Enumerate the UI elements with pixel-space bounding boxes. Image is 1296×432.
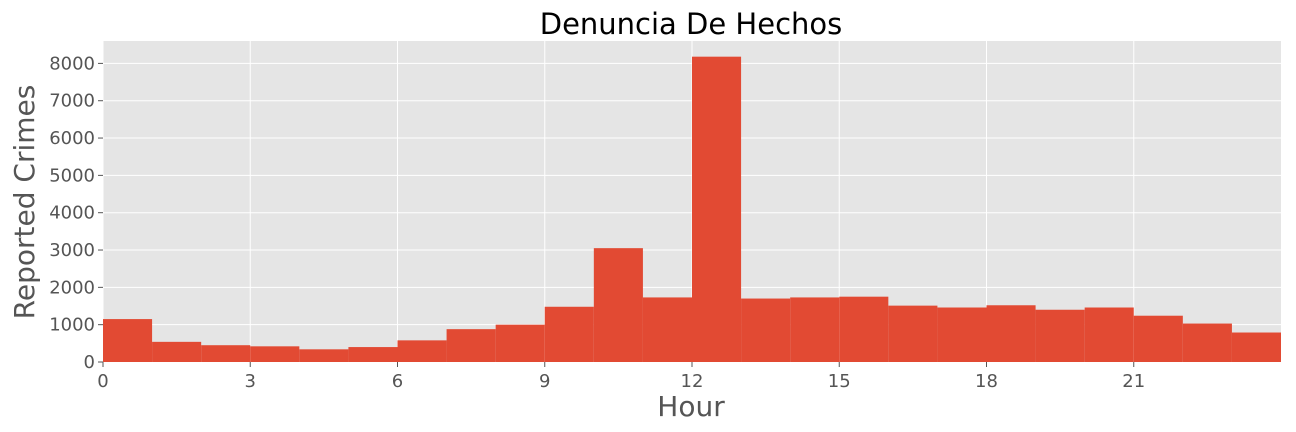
histogram-bar	[544, 306, 594, 362]
histogram-bar	[839, 296, 889, 362]
histogram-bar	[446, 329, 496, 362]
x-axis-label: Hour	[657, 390, 725, 423]
histogram-bar	[348, 347, 398, 362]
x-tick-label: 12	[681, 371, 704, 392]
histogram-bar	[1133, 315, 1183, 362]
y-tick-label: 7000	[49, 91, 95, 112]
histogram-bar	[937, 307, 987, 362]
histogram-bar	[1035, 309, 1085, 362]
y-tick-label: 8000	[49, 53, 95, 74]
x-tick-label: 15	[828, 371, 851, 392]
y-tick-label: 6000	[49, 128, 95, 149]
histogram-bar	[692, 56, 742, 362]
y-tick-label: 3000	[49, 240, 95, 261]
histogram-bar	[741, 298, 791, 362]
x-tick-label: 6	[392, 371, 403, 392]
histogram-bar	[1182, 323, 1232, 362]
histogram-bar	[495, 324, 545, 362]
histogram-bar	[986, 305, 1036, 362]
histogram-bar	[642, 297, 692, 362]
y-tick-label: 2000	[49, 277, 95, 298]
bars	[103, 56, 1281, 362]
x-tick-label: 3	[245, 371, 256, 392]
y-tick-label: 4000	[49, 203, 95, 224]
x-tick-label: 18	[975, 371, 998, 392]
histogram-bar	[250, 346, 300, 362]
y-tick-label: 5000	[49, 165, 95, 186]
histogram-bar	[201, 345, 251, 362]
histogram-bar	[152, 341, 202, 362]
y-axis-ticks: 0 1000 2000 3000 4000 5000 6000 7000 8000	[49, 53, 103, 373]
y-tick-label: 0	[84, 352, 95, 373]
histogram-bar	[593, 248, 643, 362]
histogram-bar	[1084, 307, 1134, 362]
histogram-bar	[790, 297, 840, 362]
histogram-bar	[888, 305, 938, 362]
x-tick-label: 0	[97, 371, 108, 392]
y-tick-label: 1000	[49, 315, 95, 336]
x-tick-label: 9	[539, 371, 550, 392]
x-tick-label: 21	[1122, 371, 1145, 392]
histogram-bar	[299, 349, 349, 362]
chart-title: Denuncia De Hechos	[540, 7, 843, 41]
histogram-bar	[103, 319, 153, 362]
histogram-bar	[1231, 332, 1281, 362]
y-axis-label: Reported Crimes	[8, 85, 41, 320]
histogram-bar	[397, 340, 447, 362]
x-axis-ticks: 0 3 6 9 12 15 18 21	[97, 362, 1145, 392]
